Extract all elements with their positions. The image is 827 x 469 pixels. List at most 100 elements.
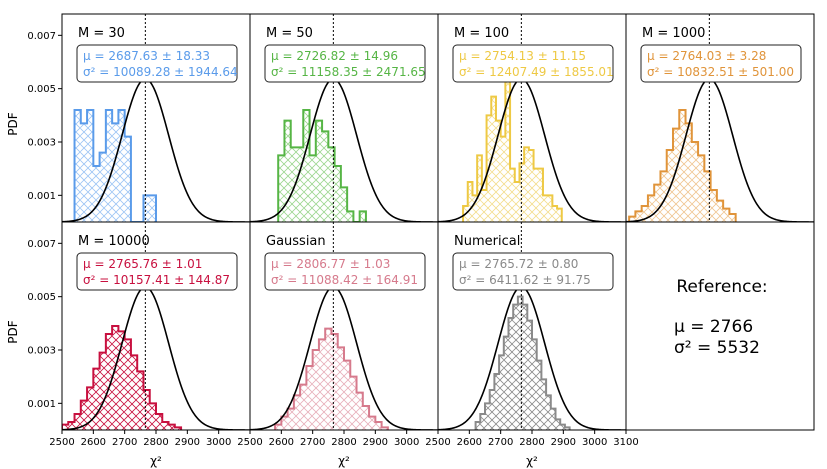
panel-1: M = 50 μ = 2726.82 ± 14.96 σ² = 11158.35 ±…: [249, 13, 439, 223]
histogram-bar: [137, 371, 144, 430]
histogram-bar: [74, 414, 81, 430]
y-tick-label: 0.001: [27, 399, 56, 410]
panel-label: Numerical: [454, 234, 520, 249]
x-tick-label: 2700: [112, 437, 137, 448]
stats-box: [76, 44, 238, 83]
histogram-bar: [503, 336, 509, 430]
histogram-bar: [691, 142, 699, 222]
histogram-bar: [467, 182, 473, 222]
histogram-bar: [143, 195, 150, 222]
histogram-bar: [381, 427, 388, 430]
histogram-bar: [337, 347, 344, 430]
histogram-bar: [318, 339, 326, 430]
histogram-bar: [494, 374, 500, 430]
histogram-outline: [62, 325, 183, 430]
x-tick-label: 3000: [394, 437, 419, 448]
histogram-bar: [716, 200, 724, 222]
histogram-bar: [290, 147, 297, 222]
stats-sigma: σ² = 6411.62 ± 91.75: [459, 273, 591, 287]
reference-curve: [250, 78, 438, 222]
x-tick-label: 2800: [143, 437, 168, 448]
y-tick-label: 0.007: [27, 31, 56, 42]
histogram-bar: [162, 422, 169, 430]
histogram-bar: [149, 403, 156, 430]
reference-panel: Reference: μ = 2766 σ² = 5532: [674, 277, 768, 358]
panel-2: M = 100 μ = 2754.13 ± 11.15 σ² = 12407.49 …: [437, 13, 627, 223]
histogram-bar: [99, 152, 106, 222]
stats-box: [264, 44, 426, 83]
histogram-bar: [334, 166, 341, 222]
histogram-outline: [277, 109, 367, 222]
panel-label: Gaussian: [266, 234, 326, 249]
histogram-bar: [130, 355, 138, 430]
x-tick-label: 2900: [551, 437, 576, 448]
histogram-bar: [315, 120, 323, 222]
panel-6: Numerical μ = 2765.72 ± 0.80 σ² = 6411.62 …: [437, 221, 627, 434]
histogram-outline: [274, 327, 389, 430]
histogram-bar: [546, 395, 551, 430]
histogram-bar: [93, 368, 100, 430]
x-tick-label: 2500: [49, 437, 74, 448]
histogram-bar: [698, 155, 705, 222]
histogram-bar: [564, 427, 570, 430]
x-tick-label: 2500: [425, 437, 450, 448]
histogram-bar: [685, 123, 692, 222]
stats-sigma: σ² = 11088.42 ± 164.91: [271, 273, 418, 287]
panel-3: M = 1000 μ = 2764.03 ± 3.28 σ² = 10832.51 …: [625, 13, 815, 223]
histogram-bar: [550, 408, 556, 430]
reference-title: Reference:: [676, 277, 767, 297]
histogram-bar: [532, 339, 537, 430]
histogram-bar: [541, 379, 547, 430]
histogram-outline: [628, 109, 737, 222]
histogram-bar: [68, 422, 75, 430]
histogram-bar: [340, 187, 348, 222]
histogram-bar: [284, 120, 291, 222]
panel-label: M = 10000: [78, 234, 150, 249]
stats-mu: μ = 2765.76 ± 1.01: [83, 257, 202, 271]
panel-label: M = 30: [78, 26, 125, 41]
histogram-bar: [514, 182, 520, 222]
x-axis-label: χ²: [526, 454, 538, 468]
histogram-bar: [328, 147, 335, 222]
x-axis-label: χ²: [338, 454, 350, 468]
stats-mu: μ = 2764.03 ± 3.28: [647, 49, 766, 63]
histogram-bar: [105, 110, 113, 222]
histogram-bar: [112, 326, 119, 430]
reference-mu: μ = 2766: [674, 317, 753, 337]
histogram-bar: [647, 195, 655, 222]
histogram-bar: [174, 427, 182, 430]
histogram-bar: [560, 424, 565, 430]
stats-mu: μ = 2806.77 ± 1.03: [271, 257, 390, 271]
stats-box: [76, 252, 238, 291]
x-axis-label: χ²: [150, 454, 162, 468]
panel-0: M = 30 μ = 2687.63 ± 18.33 σ² = 10089.28 ±…: [58, 13, 251, 223]
x-tick-label: 2900: [363, 437, 388, 448]
histogram-bar: [522, 304, 528, 430]
histogram-bar: [331, 334, 338, 430]
x-tick-label: 2600: [81, 437, 106, 448]
histogram-bar: [710, 190, 717, 222]
x-tick-label: 2600: [457, 437, 482, 448]
histogram-bar: [287, 408, 294, 430]
stats-mu: μ = 2726.82 ± 14.96: [271, 49, 398, 63]
histogram-bar: [654, 184, 661, 222]
y-tick-label: 0.005: [27, 292, 56, 303]
reference-frame: [625, 221, 815, 431]
reference-curve: [438, 78, 626, 222]
histogram-bar: [499, 355, 504, 430]
histogram-bar: [500, 136, 506, 222]
histogram-bar: [325, 328, 332, 430]
y-tick-label: 0.005: [27, 84, 56, 95]
stats-sigma: σ² = 10089.28 ± 1944.64: [83, 65, 238, 79]
histogram-bar: [347, 211, 354, 222]
panel-5: Gaussian μ = 2806.77 ± 1.03 σ² = 11088.42 …: [249, 221, 439, 434]
histogram-bar: [679, 110, 686, 222]
histogram-bar: [538, 168, 543, 222]
histogram-bar: [481, 190, 487, 222]
histogram-bar: [297, 147, 304, 222]
histogram-bar: [312, 350, 319, 430]
histogram-bar: [359, 211, 366, 222]
histogram-bar: [524, 147, 529, 222]
histogram-bar: [505, 78, 511, 222]
